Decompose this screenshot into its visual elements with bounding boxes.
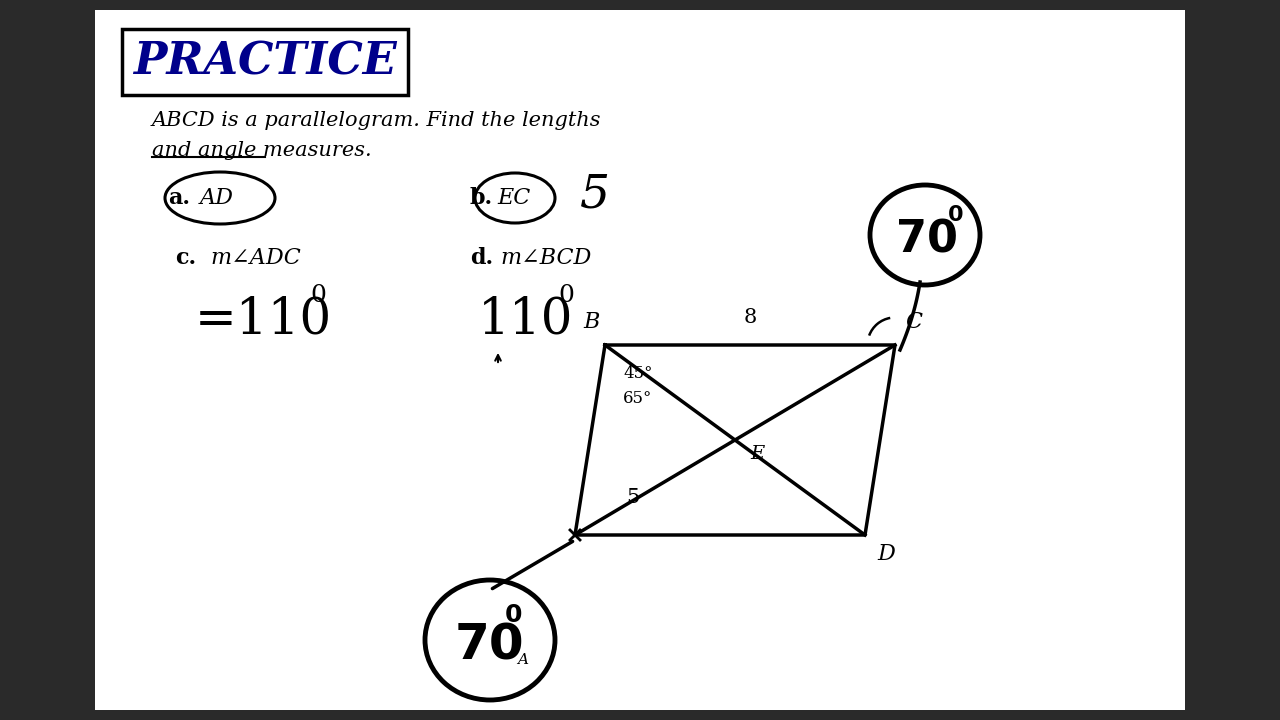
Text: 0: 0 <box>506 603 522 627</box>
Text: 110: 110 <box>477 295 573 345</box>
Text: a.: a. <box>168 187 189 209</box>
Text: 70: 70 <box>454 621 525 669</box>
Text: 0: 0 <box>310 284 326 307</box>
Text: 45°: 45° <box>623 365 653 382</box>
Text: A: A <box>517 653 529 667</box>
Text: 5: 5 <box>580 172 611 217</box>
Text: b.: b. <box>470 187 493 209</box>
Text: 65°: 65° <box>623 390 653 407</box>
Text: 70: 70 <box>896 218 957 261</box>
Text: B: B <box>584 311 600 333</box>
Bar <box>95 10 1185 710</box>
Text: m∠ADC: m∠ADC <box>210 247 301 269</box>
Text: D: D <box>877 543 895 565</box>
Text: 0: 0 <box>558 284 573 307</box>
Text: 8: 8 <box>744 308 756 327</box>
Text: c.: c. <box>175 247 196 269</box>
Text: m∠BCD: m∠BCD <box>500 247 591 269</box>
Text: 0: 0 <box>948 205 964 225</box>
Text: EC: EC <box>497 187 530 209</box>
Text: =110: =110 <box>195 295 333 345</box>
Text: C: C <box>905 311 922 333</box>
Text: and angle measures.: and angle measures. <box>152 140 371 160</box>
Text: 5: 5 <box>627 488 640 507</box>
Text: AD: AD <box>200 187 234 209</box>
Text: ABCD is a parallelogram. Find the lengths: ABCD is a parallelogram. Find the length… <box>152 110 602 130</box>
Text: PRACTICE: PRACTICE <box>133 40 397 84</box>
Text: E: E <box>750 445 764 463</box>
Text: d.: d. <box>470 247 493 269</box>
